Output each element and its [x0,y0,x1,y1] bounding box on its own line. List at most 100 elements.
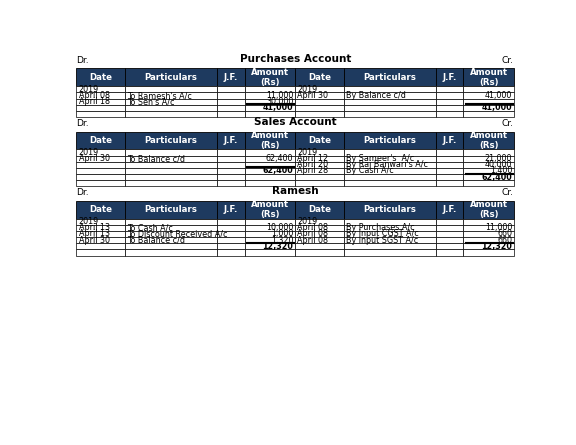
Text: 2019: 2019 [79,148,99,157]
Text: To Ramesh's A/c: To Ramesh's A/c [127,91,192,100]
Text: J.F.: J.F. [442,205,457,214]
Text: 41,000: 41,000 [263,103,293,113]
Bar [343,168,436,174]
Bar [125,218,217,225]
Text: Cr.: Cr. [502,56,514,65]
Bar [436,168,464,174]
Bar [77,180,125,186]
Bar [245,99,295,105]
Text: To Sen's A/c: To Sen's A/c [127,97,175,106]
Text: By Cash A/c: By Cash A/c [346,166,393,175]
Text: 2019: 2019 [297,217,318,226]
Bar [464,86,514,93]
Bar [436,132,464,150]
Bar [125,180,217,186]
Bar [464,218,514,225]
Bar [217,201,245,218]
Bar [436,231,464,237]
Text: Date: Date [308,136,331,145]
Text: April 20: April 20 [297,160,328,169]
Bar [245,111,295,117]
Text: 21,000: 21,000 [484,154,512,163]
Bar [295,132,343,150]
Bar [343,132,436,150]
Text: Particulars: Particulars [363,205,416,214]
Bar [77,201,125,218]
Bar [217,132,245,150]
Bar [125,237,217,243]
Bar [464,237,514,243]
Bar [77,237,125,243]
Bar [77,86,125,93]
Bar [217,155,245,162]
Text: 41,000: 41,000 [482,103,512,113]
Bar [464,201,514,218]
Bar [295,93,343,99]
Bar [217,105,245,111]
Text: 41,000: 41,000 [485,91,512,100]
Bar [464,132,514,150]
Bar [245,225,295,231]
Text: 30,000: 30,000 [266,97,293,106]
Bar [245,150,295,155]
Bar [77,69,125,86]
Bar [295,201,343,218]
Bar [217,225,245,231]
Bar [245,93,295,99]
Bar [343,231,436,237]
Text: By Sameer's  A/c: By Sameer's A/c [346,154,414,163]
Text: 12,320: 12,320 [263,242,293,251]
Text: Amount
(Rs): Amount (Rs) [469,200,507,219]
Bar [245,162,295,168]
Text: 62,400: 62,400 [266,154,293,163]
Text: To Discount Received A/c: To Discount Received A/c [127,230,228,239]
Bar [343,86,436,93]
Text: J.F.: J.F. [442,73,457,82]
Bar [436,249,464,255]
Text: 660: 660 [497,236,512,245]
Bar [436,99,464,105]
Bar [436,237,464,243]
Text: Dr.: Dr. [77,56,89,65]
Text: 660: 660 [497,230,512,239]
Text: April 30: April 30 [297,91,328,100]
Text: Date: Date [89,205,112,214]
Bar [436,162,464,168]
Bar [77,132,125,150]
Bar [217,93,245,99]
Bar [343,201,436,218]
Bar [295,86,343,93]
Bar [217,162,245,168]
Text: 2019: 2019 [297,148,318,157]
Bar [125,249,217,255]
Bar [125,155,217,162]
Bar [436,201,464,218]
Bar [343,243,436,249]
Bar [245,201,295,218]
Bar [245,174,295,180]
Bar [125,231,217,237]
Bar [77,150,125,155]
Text: 62,400: 62,400 [263,166,293,175]
Bar [125,168,217,174]
Bar [245,237,295,243]
Bar [343,155,436,162]
Bar [464,150,514,155]
Bar [77,168,125,174]
Bar [245,86,295,93]
Bar [217,99,245,105]
Text: April 13: April 13 [79,223,109,232]
Bar [464,243,514,249]
Text: April 08: April 08 [297,230,328,239]
Bar [343,69,436,86]
Text: By Purchases A/c: By Purchases A/c [346,223,414,232]
Text: To Balance c/d: To Balance c/d [127,236,185,245]
Bar [343,180,436,186]
Text: 1,320: 1,320 [271,236,293,245]
Text: Purchases Account: Purchases Account [240,54,351,64]
Bar [295,168,343,174]
Bar [436,93,464,99]
Text: Date: Date [89,136,112,145]
Bar [464,174,514,180]
Bar [245,105,295,111]
